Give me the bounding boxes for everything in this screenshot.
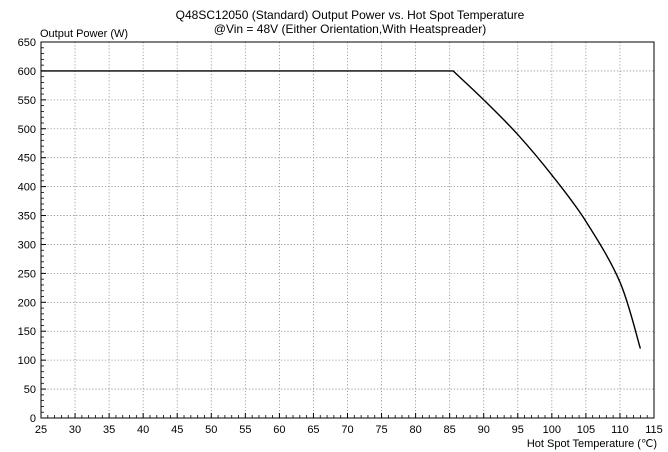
y-tick-label: 350 [18,211,36,223]
y-tick-label: 300 [18,239,36,251]
y-tick-label: 0 [30,413,36,425]
y-tick-label: 650 [18,37,36,49]
y-tick-label: 600 [18,66,36,78]
x-tick-label: 70 [341,424,353,436]
y-tick-label: 450 [18,153,36,165]
x-tick-label: 95 [512,424,524,436]
y-tick-label: 250 [18,268,36,280]
axis-layer [40,41,655,419]
x-tick-label: 115 [645,424,663,436]
plot-frame [40,41,655,419]
x-tick-label: 30 [69,424,81,436]
x-tick-label: 25 [35,424,47,436]
x-axis-label: Hot Spot Temperature (℃) [527,438,657,450]
tick-layer: 25 30 35 40 45 50 55 60 65 70 75 80 85 90 95 100 105 110 1… [18,37,663,436]
chart-title: Q48SC12050 (Standard) Output Power vs. H… [176,8,525,22]
x-tick-label: 105 [577,424,595,436]
y-axis-label: Output Power (W) [40,28,128,40]
series-line [41,70,642,349]
y-tick-label: 150 [18,326,36,338]
y-tick-label: 550 [18,95,36,107]
y-tick-label: 200 [18,297,36,309]
y-tick-label: 50 [24,384,36,396]
x-tick-label: 45 [171,424,183,436]
x-tick-label: 35 [103,424,115,436]
x-tick-label: 110 [611,424,629,436]
x-tick-label: 100 [543,424,561,436]
x-tick-label: 60 [273,424,285,436]
x-tick-label: 50 [205,424,217,436]
x-tick-label: 85 [444,424,456,436]
x-tick-label: 65 [307,424,319,436]
x-tick-label: 80 [409,424,421,436]
y-tick-label: 100 [18,355,36,367]
y-tick-label: 400 [18,182,36,194]
grid-layer [41,42,654,418]
x-tick-label: 55 [239,424,251,436]
series-layer [41,70,642,349]
x-tick-label: 40 [137,424,149,436]
x-tick-label: 90 [478,424,490,436]
y-tick-label: 500 [18,124,36,136]
chart-subtitle: @Vin = 48V (Either Orientation,With Heat… [214,22,486,36]
x-tick-label: 75 [375,424,387,436]
